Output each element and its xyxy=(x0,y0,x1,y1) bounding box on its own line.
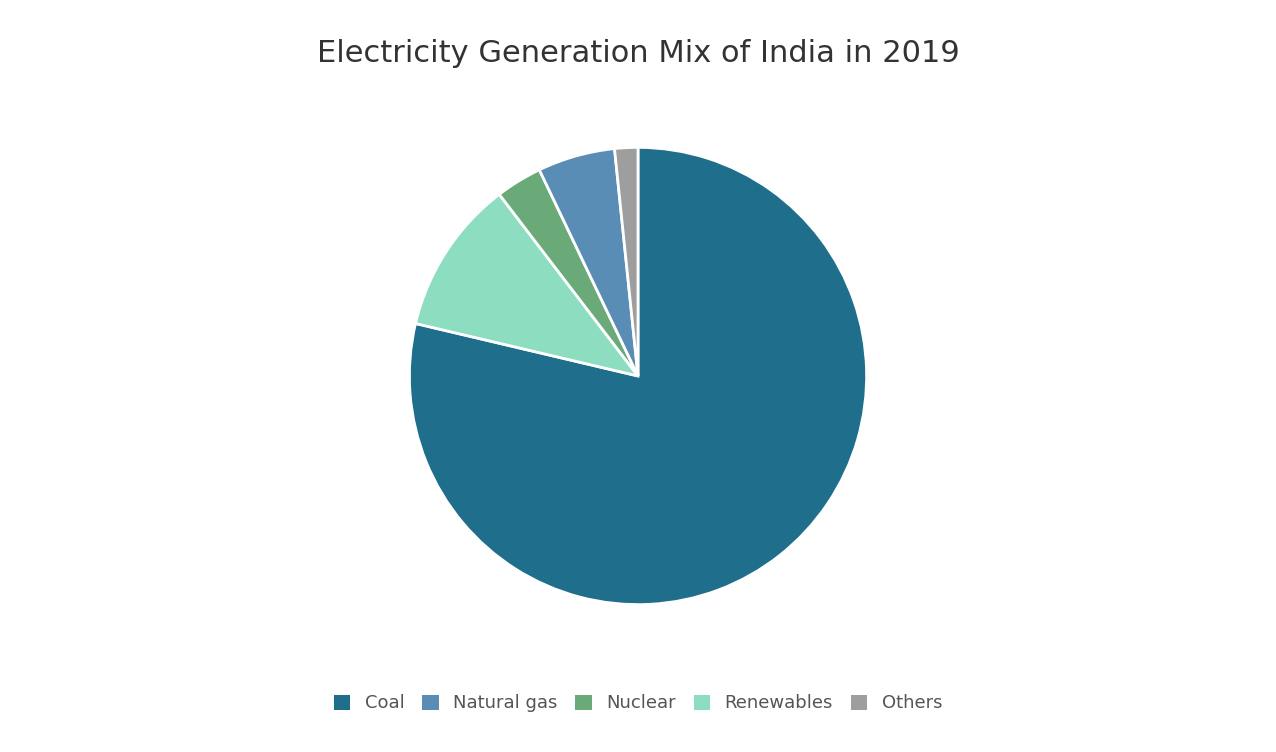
Wedge shape xyxy=(615,147,638,376)
Wedge shape xyxy=(410,147,866,605)
Wedge shape xyxy=(540,149,638,376)
Title: Electricity Generation Mix of India in 2019: Electricity Generation Mix of India in 2… xyxy=(316,39,960,68)
Wedge shape xyxy=(416,194,638,376)
Legend: Coal, Natural gas, Nuclear, Renewables, Others: Coal, Natural gas, Nuclear, Renewables, … xyxy=(325,685,951,721)
Wedge shape xyxy=(499,170,638,376)
